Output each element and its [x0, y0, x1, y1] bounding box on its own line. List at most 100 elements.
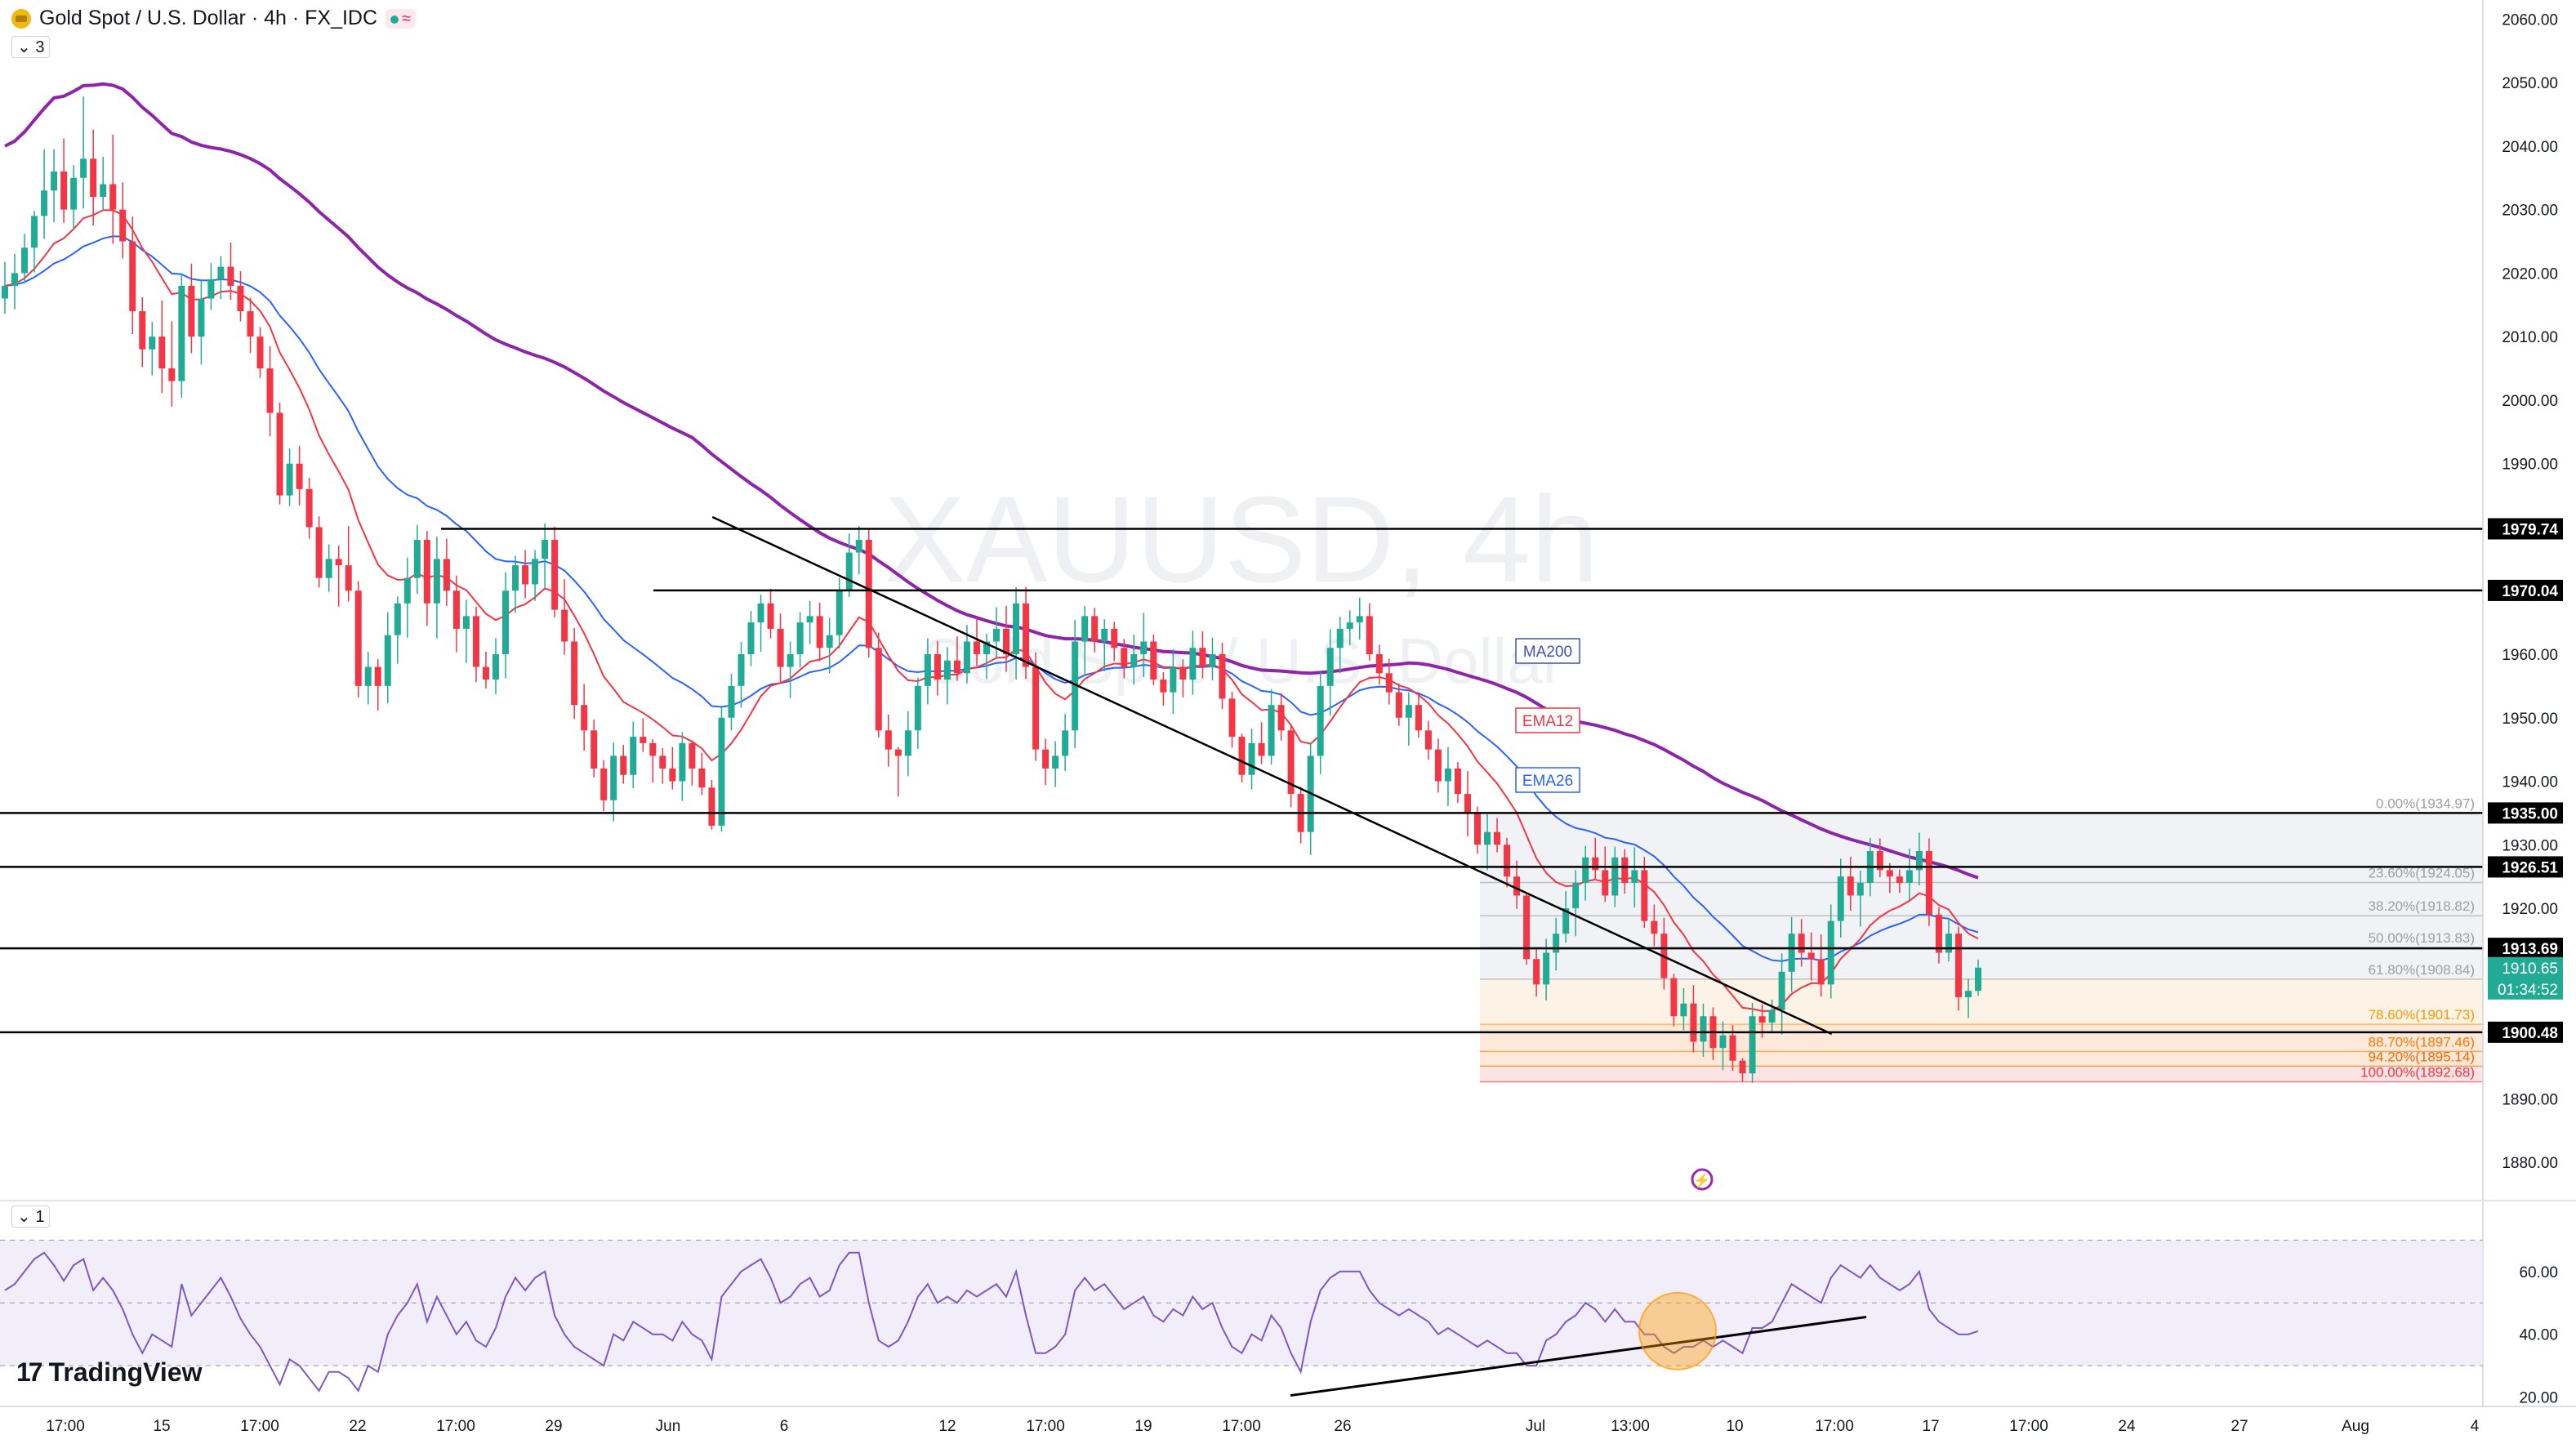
candle-body — [11, 273, 19, 286]
candle-body — [1700, 1016, 1707, 1042]
candle-body — [1749, 1016, 1756, 1074]
candle-body — [973, 641, 980, 654]
rsi-tick-label: 40.00 — [2519, 1327, 2558, 1344]
candle-body — [1690, 1003, 1697, 1042]
time-axis[interactable]: 17:00 15 17:00 22 17:00 29 Jun 6 12 17:00 19 17:00 2… — [0, 1406, 2576, 1435]
candle-body — [1228, 698, 1236, 738]
fib-zone — [1480, 813, 2483, 883]
level-price-tag — [2488, 518, 2563, 540]
candle-body — [679, 742, 686, 782]
rsi-divergence-trendline — [1290, 1316, 1867, 1397]
price-axis[interactable]: 2060.00 2050.00 2040.00 2030.00 2020.00 2010.… — [2482, 0, 2576, 1406]
time-tick-label: 4 — [2471, 1418, 2480, 1435]
candle-body — [1385, 673, 1393, 693]
candle-body — [1975, 967, 1982, 992]
price-tick-label: 1960.00 — [2502, 647, 2558, 664]
candle-body — [443, 559, 450, 591]
time-tick-label: 22 — [349, 1418, 366, 1435]
candle-body — [943, 660, 951, 680]
time-tick-label: Jul — [1526, 1418, 1545, 1435]
candle-body — [452, 591, 460, 629]
candle-body — [1788, 934, 1795, 972]
time-tick-label: 17 — [1922, 1418, 1939, 1435]
candle-body — [1670, 978, 1678, 1017]
candle-body — [1680, 1003, 1687, 1017]
candle-body — [1032, 666, 1040, 750]
candle-body — [1553, 934, 1560, 953]
time-tick-label: 17:00 — [1815, 1418, 1854, 1435]
candle-body — [1582, 857, 1589, 883]
current-price-tag — [2488, 956, 2563, 1000]
price-tick-label: 2040.00 — [2502, 139, 2558, 156]
market-status-pill[interactable]: ≈ — [386, 8, 417, 29]
candle-body — [1562, 908, 1570, 934]
candle-body — [591, 730, 598, 769]
level-price-label: 1926.51 — [2502, 859, 2558, 876]
candle-body — [364, 666, 372, 686]
chevron-down-icon: ⌄ — [17, 38, 31, 56]
candle-body — [413, 540, 421, 578]
candle-body — [1101, 628, 1108, 642]
candle-body — [60, 171, 68, 210]
time-tick-label: Aug — [2342, 1418, 2369, 1435]
level-price-label: 1935.00 — [2502, 805, 2558, 822]
candle-body — [757, 603, 764, 623]
drawing-lines[interactable] — [0, 515, 2483, 1036]
symbol-header[interactable]: Gold Spot / U.S. Dollar · 4h · FX_IDC ≈ — [11, 7, 417, 30]
candle-body — [669, 768, 676, 782]
candle-body — [1268, 705, 1275, 756]
fib-level-label: 100.00%(1892.68) — [2360, 1065, 2475, 1081]
time-tick-label: 17:00 — [436, 1418, 475, 1435]
tradingview-logo[interactable]: 17 TradingView — [16, 1357, 203, 1388]
candle-body — [875, 648, 882, 731]
candle-body — [1238, 737, 1246, 775]
candle-body — [1523, 895, 1531, 960]
candle-body — [865, 540, 872, 648]
watermark-ticker: XAUUSD, 4h — [884, 470, 1598, 608]
price-tick-label: 1940.00 — [2502, 774, 2558, 791]
candle-body — [904, 730, 911, 756]
candle-body — [109, 184, 117, 210]
candle-body — [1856, 882, 1864, 896]
rsi-line — [4, 1251, 1979, 1393]
ema12-label-box — [1515, 707, 1580, 733]
indicators-toggle[interactable]: ⌄ 3 — [11, 36, 51, 58]
fib-level-label: 38.20%(1918.82) — [2369, 898, 2475, 914]
fib-zone — [1480, 1051, 2483, 1067]
downtrend-line — [711, 515, 1833, 1036]
wave-icon: ≈ — [402, 9, 412, 28]
time-tick-label: 15 — [153, 1418, 170, 1435]
indicator-count: 3 — [35, 38, 45, 56]
candle-body — [718, 717, 725, 826]
ma200-label-box — [1515, 638, 1580, 664]
candle-body — [1719, 1035, 1727, 1049]
rsi-pane-toggle[interactable]: ⌄ 1 — [11, 1206, 51, 1228]
candle-body — [934, 653, 941, 680]
time-tick-label: 19 — [1134, 1418, 1152, 1435]
candle-body — [689, 742, 696, 769]
symbol-title[interactable]: Gold Spot / U.S. Dollar · 4h · FX_IDC — [39, 7, 378, 29]
fib-zone — [1480, 1024, 2483, 1052]
candle-body — [276, 412, 283, 496]
fib-level-label: 94.20%(1895.14) — [2369, 1049, 2475, 1064]
time-tick-label: Jun — [656, 1418, 681, 1435]
candle-body — [541, 540, 549, 559]
candle-body — [1140, 641, 1148, 654]
fibonacci-retracement[interactable]: 0.00%(1934.97) 23.60%(1924.05) 38.20%(1918… — [1480, 796, 2483, 1083]
candle-body — [1778, 971, 1785, 1010]
candle-body — [188, 285, 195, 337]
candle-body — [70, 177, 78, 210]
level-price-label: 1913.69 — [2502, 941, 2558, 958]
candle-body — [1444, 768, 1451, 782]
candle-body — [1641, 870, 1648, 921]
candle-body — [826, 635, 833, 648]
candle-body — [345, 565, 352, 591]
rsi-pane: 60.00 40.00 20.00 — [0, 1200, 2576, 1406]
ema26-label-box — [1515, 767, 1580, 793]
candle-body — [1651, 920, 1658, 934]
candle-body — [139, 311, 146, 350]
candle-body — [983, 641, 990, 654]
time-tick-label: 27 — [2231, 1418, 2248, 1435]
candle-body — [581, 705, 588, 731]
